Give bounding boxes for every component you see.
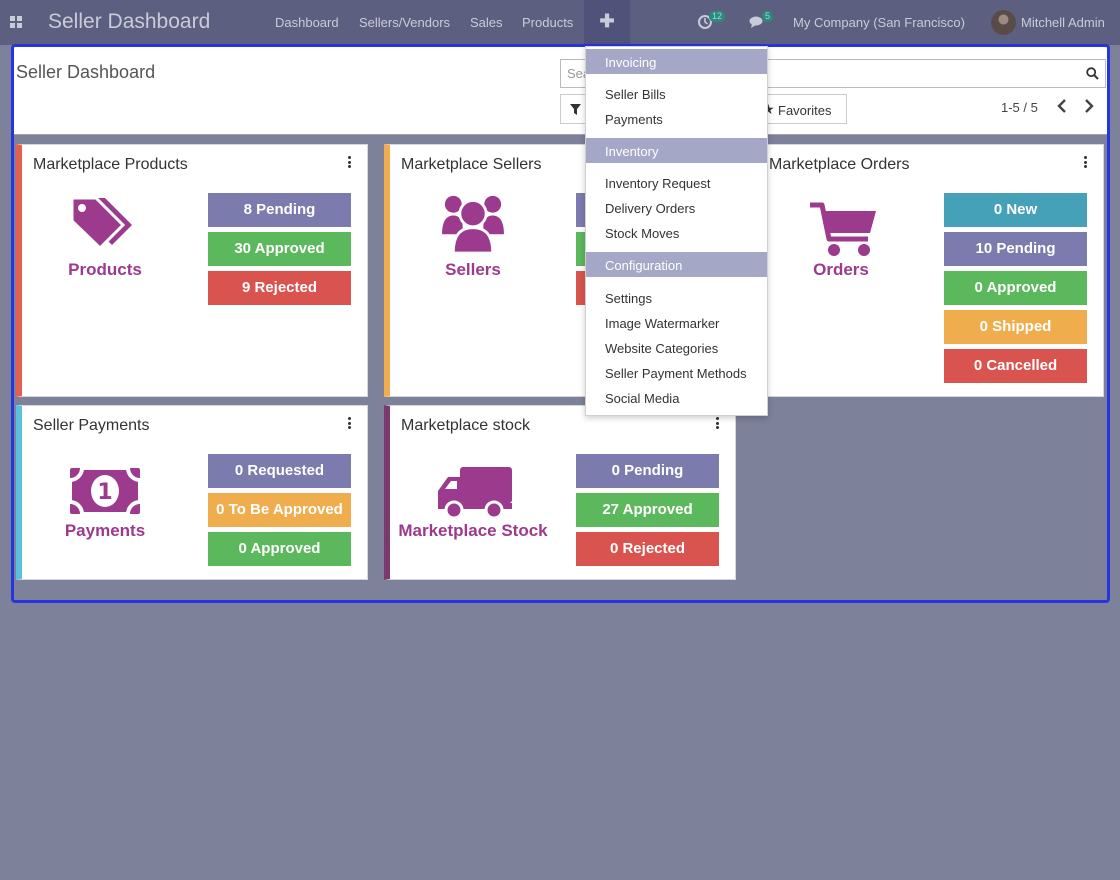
favorites-label: Favorites (778, 103, 832, 118)
card-link-label[interactable]: Sellers (445, 260, 501, 279)
approved-stock-button[interactable]: 27 Approved (576, 493, 719, 527)
pending-orders-button[interactable]: 10 Pending (944, 232, 1087, 266)
user-avatar[interactable] (991, 10, 1016, 35)
card-title: Marketplace Orders (769, 156, 910, 173)
menu-dashboard[interactable]: Dashboard (275, 15, 339, 30)
pending-stock-button[interactable]: 0 Pending (576, 454, 719, 488)
kebab-menu-icon[interactable] (716, 417, 720, 429)
card-title: Seller Payments (33, 417, 150, 434)
activity-systray[interactable]: 12 (697, 11, 726, 33)
shipped-orders-button[interactable]: 0 Shipped (944, 310, 1087, 344)
app-brand[interactable]: Seller Dashboard (48, 10, 211, 33)
menu-item-seller-bills[interactable]: Seller Bills (605, 87, 666, 102)
menu-item-image-watermarker[interactable]: Image Watermarker (605, 316, 720, 331)
menu-item-inventory-request[interactable]: Inventory Request (605, 176, 711, 191)
dropdown-header-invoicing: Invoicing (586, 49, 767, 74)
approved-payments-button[interactable]: 0 Approved (208, 532, 351, 566)
apps-menu-icon[interactable] (10, 16, 22, 28)
card-marketplace-orders: Marketplace Orders Orders 0 New 10 Pendi… (752, 144, 1104, 397)
menu-item-social-media[interactable]: Social Media (605, 391, 680, 406)
money-icon[interactable]: 1 (60, 461, 150, 521)
more-menu-plus-icon[interactable]: ✚ (584, 0, 630, 45)
pager-value[interactable]: 1-5 / 5 (1001, 100, 1038, 115)
menu-item-stock-moves[interactable]: Stock Moves (605, 226, 680, 241)
approved-orders-button[interactable]: 0 Approved (944, 271, 1087, 305)
control-panel: Seller Dashboard ★ Favorites 1-5 / 5 (14, 47, 1107, 135)
menu-item-delivery-orders[interactable]: Delivery Orders (605, 201, 696, 216)
card-seller-payments: Seller Payments 1 Payments 0 Requested 0… (16, 405, 368, 580)
more-menu-dropdown: Invoicing Seller Bills Payments Inventor… (585, 46, 768, 416)
kebab-menu-icon[interactable] (348, 417, 352, 429)
company-switcher[interactable]: My Company (San Francisco) (793, 15, 965, 30)
menu-item-settings[interactable]: Settings (605, 291, 652, 306)
cancelled-orders-button[interactable]: 0 Cancelled (944, 349, 1087, 383)
new-orders-button[interactable]: 0 New (944, 193, 1087, 227)
card-link-label[interactable]: Orders (813, 260, 869, 279)
menu-sales[interactable]: Sales (470, 15, 503, 30)
card-title: Marketplace stock (401, 417, 530, 434)
pending-products-button[interactable]: 8 Pending (208, 193, 351, 227)
user-menu[interactable]: Mitchell Admin (1021, 15, 1105, 30)
rejected-products-button[interactable]: 9 Rejected (208, 271, 351, 305)
svg-text:1: 1 (97, 480, 112, 505)
dropdown-header-configuration: Configuration (586, 252, 767, 277)
card-link-label[interactable]: Marketplace Stock (398, 521, 548, 540)
approved-products-button[interactable]: 30 Approved (208, 232, 351, 266)
menu-products[interactable]: Products (522, 15, 574, 30)
rejected-stock-button[interactable]: 0 Rejected (576, 532, 719, 566)
card-title: Marketplace Sellers (401, 156, 542, 173)
search-icon[interactable] (1086, 67, 1099, 80)
comments-icon (749, 16, 763, 28)
filter-icon (570, 104, 581, 115)
messages-count-badge: 5 (762, 11, 774, 22)
requested-payments-button[interactable]: 0 Requested (208, 454, 351, 488)
card-link-label[interactable]: Payments (64, 521, 146, 540)
page-title: Seller Dashboard (16, 62, 156, 82)
top-navbar: Seller Dashboard Dashboard Sellers/Vendo… (0, 0, 1120, 45)
kebab-menu-icon[interactable] (1084, 156, 1088, 168)
kebab-menu-icon[interactable] (348, 156, 352, 168)
truck-icon[interactable] (428, 462, 518, 522)
dropdown-header-inventory: Inventory (586, 138, 767, 163)
card-link-label[interactable]: Products (68, 260, 142, 279)
card-marketplace-stock: Marketplace stock Marketplace Stock 0 Pe… (384, 405, 736, 580)
menu-item-payments[interactable]: Payments (605, 112, 663, 127)
tags-icon[interactable] (60, 195, 150, 255)
messages-systray[interactable]: 5 (749, 11, 774, 33)
activity-count-badge: 12 (709, 11, 726, 22)
card-marketplace-products: Marketplace Products Products 8 Pending … (16, 144, 368, 397)
users-icon[interactable] (428, 193, 518, 253)
shopping-cart-icon[interactable] (796, 199, 886, 259)
chevron-left-icon[interactable] (1055, 98, 1069, 114)
chevron-right-icon[interactable] (1082, 98, 1096, 114)
menu-item-seller-payment-methods[interactable]: Seller Payment Methods (605, 366, 747, 381)
to-be-approved-payments-button[interactable]: 0 To Be Approved (208, 493, 351, 527)
menu-sellers-vendors[interactable]: Sellers/Vendors (359, 15, 451, 30)
menu-item-website-categories[interactable]: Website Categories (605, 341, 719, 356)
clock-icon (698, 15, 712, 29)
card-title: Marketplace Products (33, 156, 188, 173)
